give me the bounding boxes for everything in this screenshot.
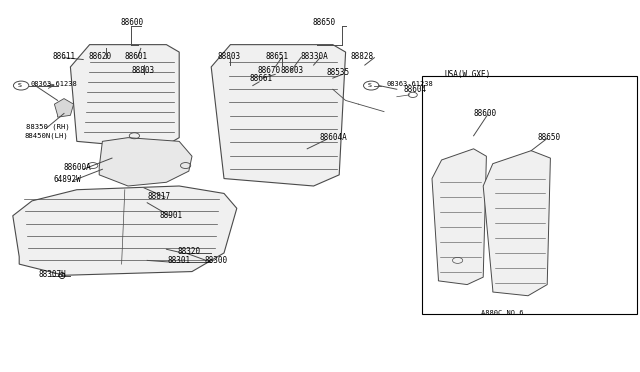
Text: 88604A: 88604A	[320, 133, 348, 142]
Text: A880C NO.6: A880C NO.6	[481, 310, 524, 316]
Text: 88651: 88651	[266, 52, 289, 61]
Polygon shape	[483, 151, 550, 296]
Text: 88600A: 88600A	[64, 163, 92, 172]
Text: 88828: 88828	[351, 52, 374, 61]
Text: ⊙: ⊙	[57, 271, 65, 281]
Text: 08363-61238: 08363-61238	[31, 81, 77, 87]
Text: 64892W: 64892W	[53, 175, 81, 184]
Text: 88611: 88611	[52, 52, 76, 61]
Text: 88603: 88603	[280, 66, 303, 75]
Text: 88670: 88670	[258, 66, 281, 75]
Polygon shape	[432, 149, 486, 285]
Text: 88803: 88803	[218, 52, 241, 61]
Text: 88600: 88600	[474, 109, 497, 118]
Text: 88650: 88650	[538, 133, 561, 142]
Bar	[422, 76, 637, 314]
Polygon shape	[70, 45, 179, 149]
Text: 88307H: 88307H	[38, 270, 66, 279]
Text: 88650: 88650	[312, 18, 335, 27]
Text: 88350 (RH): 88350 (RH)	[26, 124, 69, 131]
Polygon shape	[211, 45, 346, 186]
Text: 88301: 88301	[168, 256, 191, 265]
Polygon shape	[13, 186, 237, 275]
Text: 88601: 88601	[125, 52, 148, 61]
Polygon shape	[99, 138, 192, 186]
Text: 88300: 88300	[205, 256, 228, 265]
Text: 08363-61238: 08363-61238	[387, 81, 433, 87]
Text: 88600: 88600	[120, 18, 143, 27]
Text: 88320: 88320	[178, 247, 201, 256]
Text: 88803: 88803	[131, 66, 154, 75]
Text: 88604: 88604	[403, 85, 426, 94]
Text: 88817: 88817	[147, 192, 170, 201]
Text: 88661: 88661	[250, 74, 273, 83]
Text: 88450N(LH): 88450N(LH)	[24, 132, 68, 139]
Text: USA(W.GXE): USA(W.GXE)	[445, 70, 491, 79]
Text: S: S	[18, 83, 22, 88]
Text: 88620: 88620	[88, 52, 111, 61]
Text: 88535: 88535	[326, 68, 349, 77]
Polygon shape	[54, 99, 74, 117]
Text: 88330A: 88330A	[301, 52, 328, 61]
Text: S: S	[368, 83, 372, 88]
Text: 88901: 88901	[160, 211, 183, 219]
